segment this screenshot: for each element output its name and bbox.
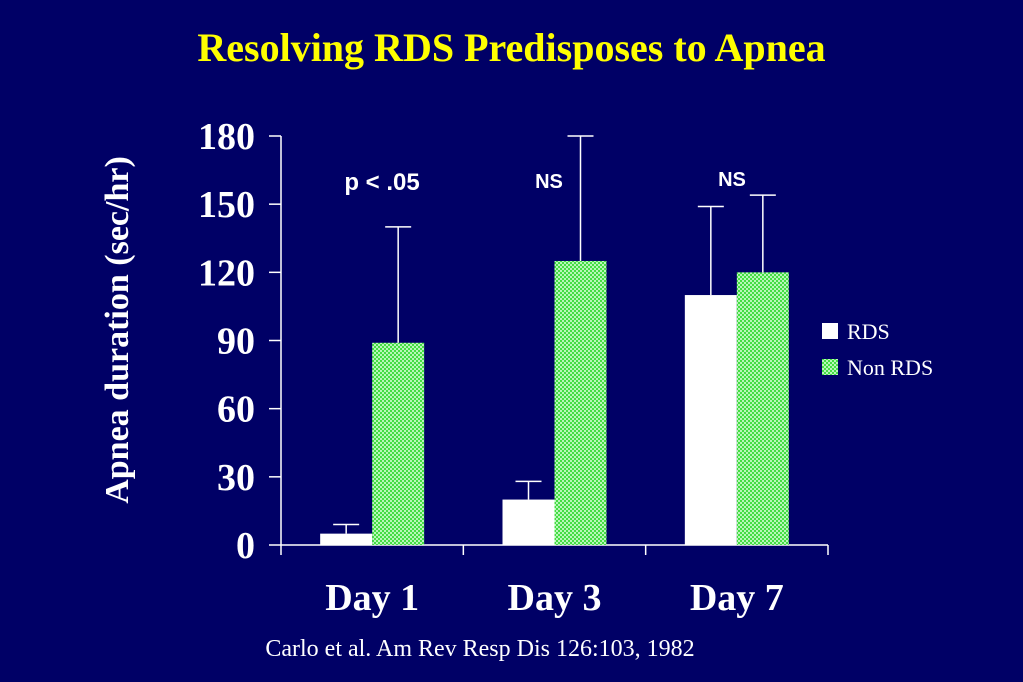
significance-annotation: p < .05 (344, 169, 419, 196)
y-tick-label: 0 (236, 525, 255, 567)
x-tick-label: Day 7 (690, 577, 784, 619)
chart-title: Resolving RDS Predisposes to Apnea (197, 25, 826, 70)
bar-non-rds-day-3 (554, 260, 607, 545)
bar-rds-day-1 (320, 533, 373, 545)
y-tick-label: 150 (198, 184, 255, 226)
y-tick-label: 120 (198, 252, 255, 294)
bar-rds-day-7 (684, 295, 737, 545)
x-tick-label: Day 1 (325, 577, 419, 619)
y-axis-label: Apnea duration (sec/hr) (99, 156, 136, 504)
bar-non-rds-day-7 (736, 272, 789, 545)
legend-label-non-rds: Non RDS (847, 355, 933, 380)
x-tick-label: Day 3 (508, 577, 602, 619)
y-tick-label: 90 (217, 321, 255, 363)
bar-rds-day-3 (502, 499, 555, 545)
citation: Carlo et al. Am Rev Resp Dis 126:103, 19… (265, 636, 695, 662)
bar-non-rds-day-1 (372, 342, 425, 545)
significance-annotation: NS (535, 171, 563, 193)
legend-label-rds: RDS (847, 319, 890, 344)
legend-swatch-rds (822, 323, 838, 339)
y-tick-label: 180 (198, 116, 255, 158)
legend-swatch-non-rds (822, 359, 838, 375)
significance-annotation: NS (718, 169, 746, 191)
y-tick-label: 60 (217, 389, 255, 431)
y-tick-label: 30 (217, 457, 255, 499)
